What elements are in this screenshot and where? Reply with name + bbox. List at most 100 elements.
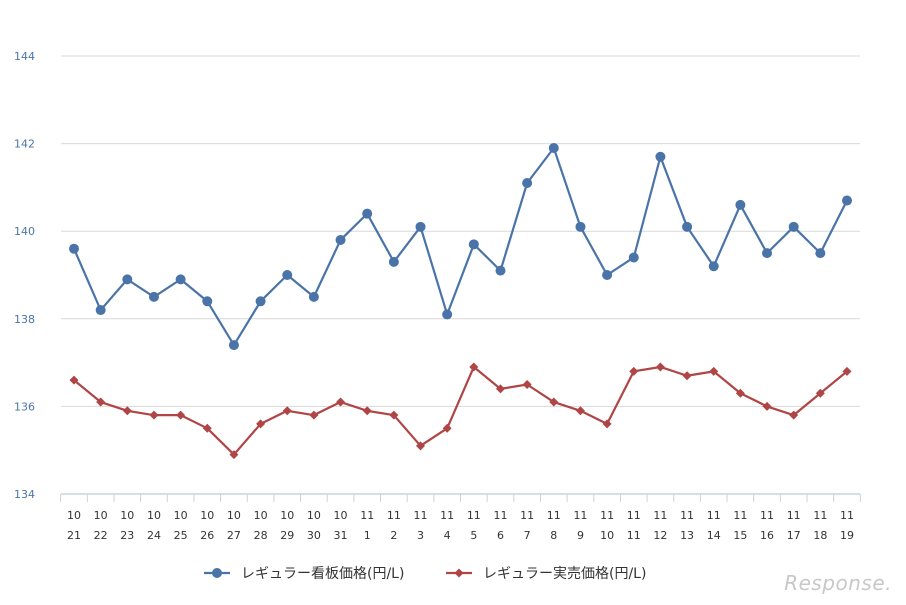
data-point — [256, 419, 266, 429]
data-point — [69, 243, 79, 254]
data-point — [336, 397, 346, 407]
x-tick-label-month: 11 — [787, 509, 801, 522]
data-point — [709, 366, 719, 376]
data-point — [762, 401, 772, 411]
x-tick-label-month: 11 — [840, 509, 854, 522]
data-point — [122, 406, 132, 416]
x-tick-label-month: 11 — [733, 509, 747, 522]
x-tick-label-month: 11 — [414, 509, 428, 522]
data-point — [469, 362, 479, 372]
data-point — [255, 296, 266, 307]
x-tick-label-day: 26 — [200, 529, 214, 542]
data-point — [468, 239, 479, 250]
data-point — [362, 208, 373, 219]
x-tick-label-day: 18 — [813, 529, 827, 542]
series-line — [73, 365, 848, 456]
x-tick-label-day: 12 — [653, 529, 667, 542]
data-point — [495, 265, 506, 276]
data-point — [229, 450, 239, 460]
x-tick-label-month: 10 — [94, 509, 108, 522]
x-tick-label-month: 10 — [307, 509, 321, 522]
x-tick-label-day: 2 — [390, 529, 397, 542]
x-tick-label-day: 22 — [94, 529, 108, 542]
data-point — [95, 305, 106, 316]
data-point — [282, 270, 293, 280]
x-tick-label-month: 10 — [200, 509, 214, 522]
data-point — [176, 410, 186, 420]
x-tick-label-day: 17 — [787, 529, 801, 542]
data-point — [335, 234, 346, 245]
data-point — [842, 195, 852, 206]
data-point — [309, 410, 319, 420]
x-tick-label-month: 11 — [760, 509, 774, 522]
data-point — [762, 248, 773, 259]
data-point — [362, 406, 372, 416]
x-tick-label-day: 19 — [840, 529, 854, 542]
x-tick-label-month: 11 — [440, 509, 454, 522]
data-point — [388, 256, 399, 267]
x-tick-label-day: 5 — [470, 529, 477, 542]
x-tick-label-day: 13 — [680, 529, 694, 542]
x-tick-label-month: 10 — [174, 509, 188, 522]
data-point — [842, 366, 852, 376]
x-tick-label-day: 16 — [760, 529, 774, 542]
x-axis: 1021102210231024102510261027102810291030… — [60, 493, 861, 542]
y-tick-label: 136 — [14, 400, 35, 413]
x-tick-label-day: 3 — [417, 529, 424, 542]
legend: レギュラー看板価格(円/L) レギュラー実売価格(円/L) — [204, 566, 646, 582]
data-point — [175, 274, 186, 285]
series-line — [72, 146, 848, 347]
x-tick-label-day: 8 — [550, 529, 557, 542]
data-point — [96, 397, 106, 407]
x-tick-label-month: 10 — [120, 509, 134, 522]
data-point — [522, 178, 533, 189]
x-tick-label-day: 30 — [307, 529, 321, 542]
legend-item-1: レギュラー看板価格(円/L) — [204, 566, 404, 582]
x-tick-label-month: 11 — [600, 509, 614, 522]
data-point — [549, 397, 559, 407]
data-point — [69, 375, 79, 385]
data-point — [308, 291, 319, 302]
x-tick-label-month: 11 — [467, 509, 481, 522]
x-tick-label-month: 10 — [147, 509, 161, 522]
watermark-logo: Response. — [784, 571, 892, 595]
x-tick-label-day: 1 — [364, 529, 371, 542]
data-point — [735, 199, 746, 210]
data-point — [282, 406, 292, 416]
legend-item-2: レギュラー実売価格(円/L) — [446, 566, 646, 582]
data-point — [708, 261, 719, 272]
x-tick-label-day: 23 — [120, 529, 134, 542]
data-point — [495, 384, 505, 394]
data-point — [575, 221, 586, 232]
x-tick-label-day: 14 — [707, 529, 721, 542]
x-tick-label-month: 10 — [334, 509, 348, 522]
series-layer — [69, 142, 852, 460]
data-point — [655, 362, 665, 372]
x-tick-label-day: 15 — [733, 529, 747, 542]
y-tick-label: 144 — [14, 50, 35, 63]
data-point — [202, 423, 212, 433]
x-tick-label-day: 9 — [577, 529, 584, 542]
x-tick-label-day: 21 — [67, 529, 81, 542]
data-point — [788, 221, 799, 232]
grid-lines — [61, 55, 860, 407]
data-point — [682, 221, 693, 232]
x-tick-label-month: 10 — [254, 509, 268, 522]
x-tick-label-month: 11 — [653, 509, 667, 522]
x-tick-label-day: 10 — [600, 529, 614, 542]
data-point — [602, 419, 612, 429]
data-point — [628, 252, 639, 263]
x-tick-label-month: 11 — [573, 509, 587, 522]
legend-marker — [212, 568, 222, 578]
x-tick-label-month: 10 — [67, 509, 81, 522]
x-tick-label-day: 31 — [334, 529, 348, 542]
series-2 — [69, 362, 852, 460]
data-point — [789, 410, 799, 420]
data-point — [655, 151, 666, 162]
x-tick-label-month: 11 — [387, 509, 401, 522]
data-point — [602, 270, 613, 280]
x-tick-label-day: 28 — [254, 529, 268, 542]
x-tick-label-day: 4 — [444, 529, 451, 542]
x-tick-label-month: 11 — [627, 509, 641, 522]
